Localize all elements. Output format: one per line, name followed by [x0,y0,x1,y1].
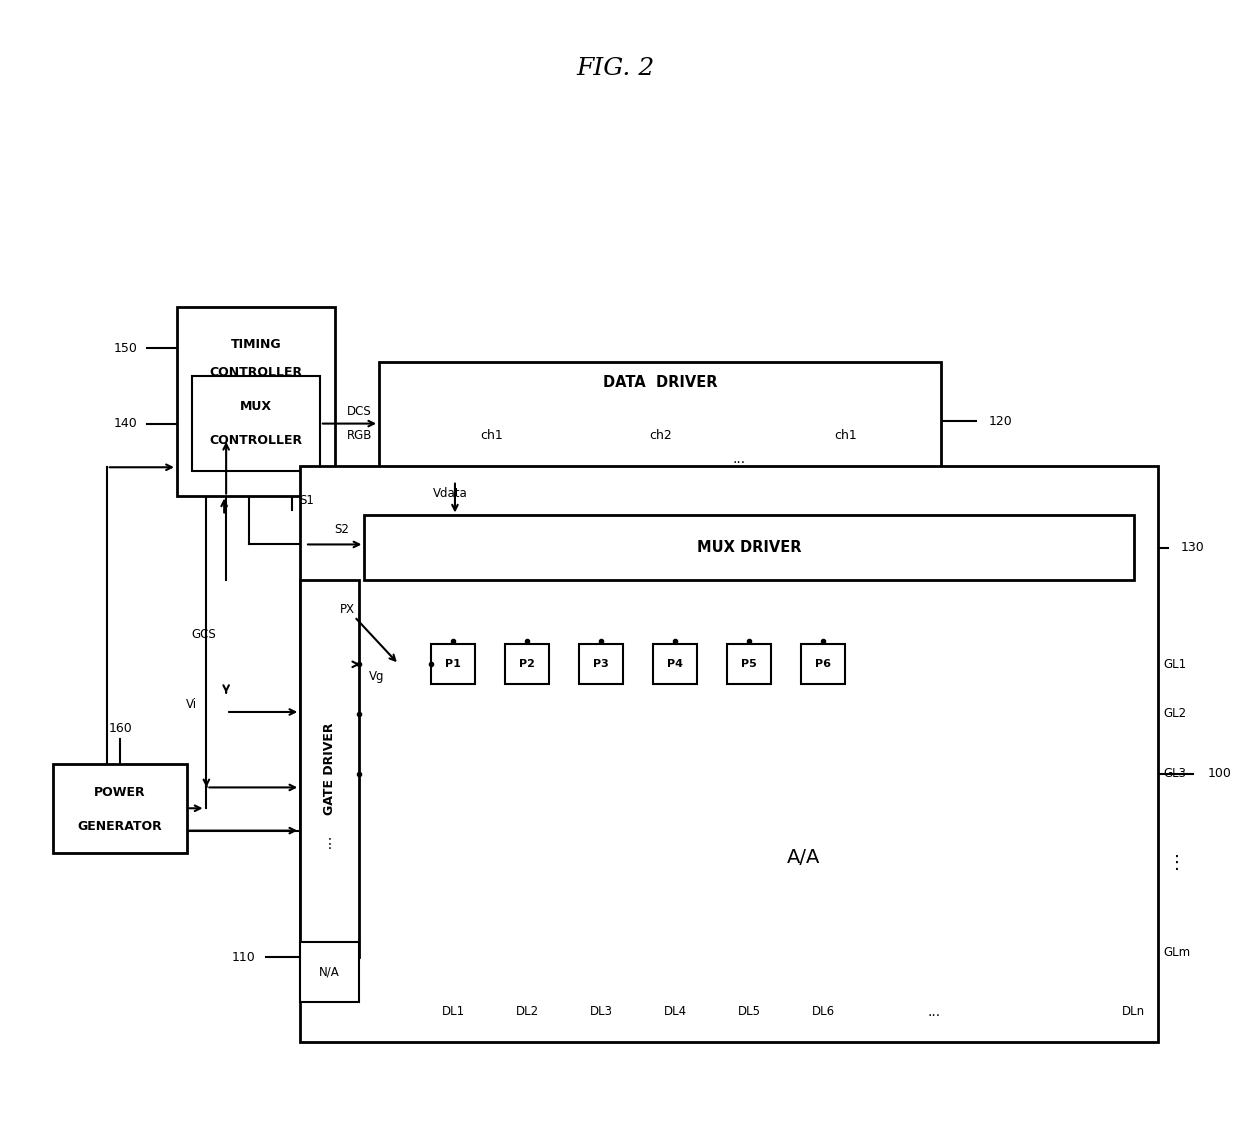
Text: S2: S2 [335,523,350,536]
Text: TIMING: TIMING [231,338,281,352]
Bar [579,645,624,685]
Text: 130: 130 [1180,542,1205,554]
Bar [379,362,941,481]
Bar [430,645,475,685]
Bar [727,645,771,685]
Text: 160: 160 [108,722,131,735]
Text: ...: ... [733,452,745,466]
Text: DL5: DL5 [738,1005,760,1018]
Text: P2: P2 [520,660,534,670]
Text: DL6: DL6 [811,1005,835,1018]
Text: GL1: GL1 [1163,658,1187,671]
Text: S1: S1 [300,493,315,507]
Bar [801,645,846,685]
Bar [192,377,320,471]
Text: POWER: POWER [94,785,146,799]
Text: 110: 110 [232,950,255,964]
Text: GL2: GL2 [1163,708,1187,720]
Text: Vi: Vi [186,697,196,711]
Text: ⋮: ⋮ [1168,854,1187,871]
Bar [177,307,335,496]
Text: DL4: DL4 [663,1005,687,1018]
Text: GATE DRIVER: GATE DRIVER [324,722,336,815]
Text: Vg: Vg [370,670,384,682]
Bar [365,515,1133,581]
Text: GLm: GLm [1163,946,1190,958]
Text: GCS: GCS [191,629,216,641]
Text: ch2: ch2 [649,429,672,442]
Text: N/A: N/A [320,965,340,979]
Text: MUX DRIVER: MUX DRIVER [697,540,801,555]
Text: 150: 150 [114,342,138,355]
Text: FIG. 2: FIG. 2 [577,57,655,80]
Text: A/A: A/A [786,848,820,868]
Bar [505,645,549,685]
Text: DL2: DL2 [516,1005,538,1018]
Text: ...: ... [928,1005,940,1019]
Text: P4: P4 [667,660,683,670]
Text: P3: P3 [593,660,609,670]
Text: DL1: DL1 [441,1005,465,1018]
Text: ch1: ch1 [835,429,857,442]
Bar [300,942,360,1002]
Text: PX: PX [340,603,355,616]
Text: MUX: MUX [239,400,272,413]
Text: CONTROLLER: CONTROLLER [210,366,303,379]
Text: DCS: DCS [347,405,372,418]
Text: ⋮: ⋮ [322,837,336,851]
Text: P6: P6 [815,660,831,670]
Bar [300,581,360,957]
Bar [53,764,187,853]
Text: 120: 120 [988,414,1013,427]
Bar [652,645,697,685]
Text: RGB: RGB [347,429,372,442]
Text: CONTROLLER: CONTROLLER [210,434,303,447]
Text: P5: P5 [742,660,756,670]
Bar [300,466,1158,1042]
Text: P1: P1 [445,660,461,670]
Text: DL3: DL3 [589,1005,613,1018]
Text: Vdata: Vdata [433,487,467,500]
Text: ch1: ch1 [480,429,503,442]
Text: GL3: GL3 [1163,767,1187,780]
Text: DATA  DRIVER: DATA DRIVER [603,376,718,390]
Text: GENERATOR: GENERATOR [78,820,162,832]
Text: 140: 140 [114,417,138,431]
Text: DLn: DLn [1122,1005,1146,1018]
Text: 100: 100 [1208,767,1231,780]
